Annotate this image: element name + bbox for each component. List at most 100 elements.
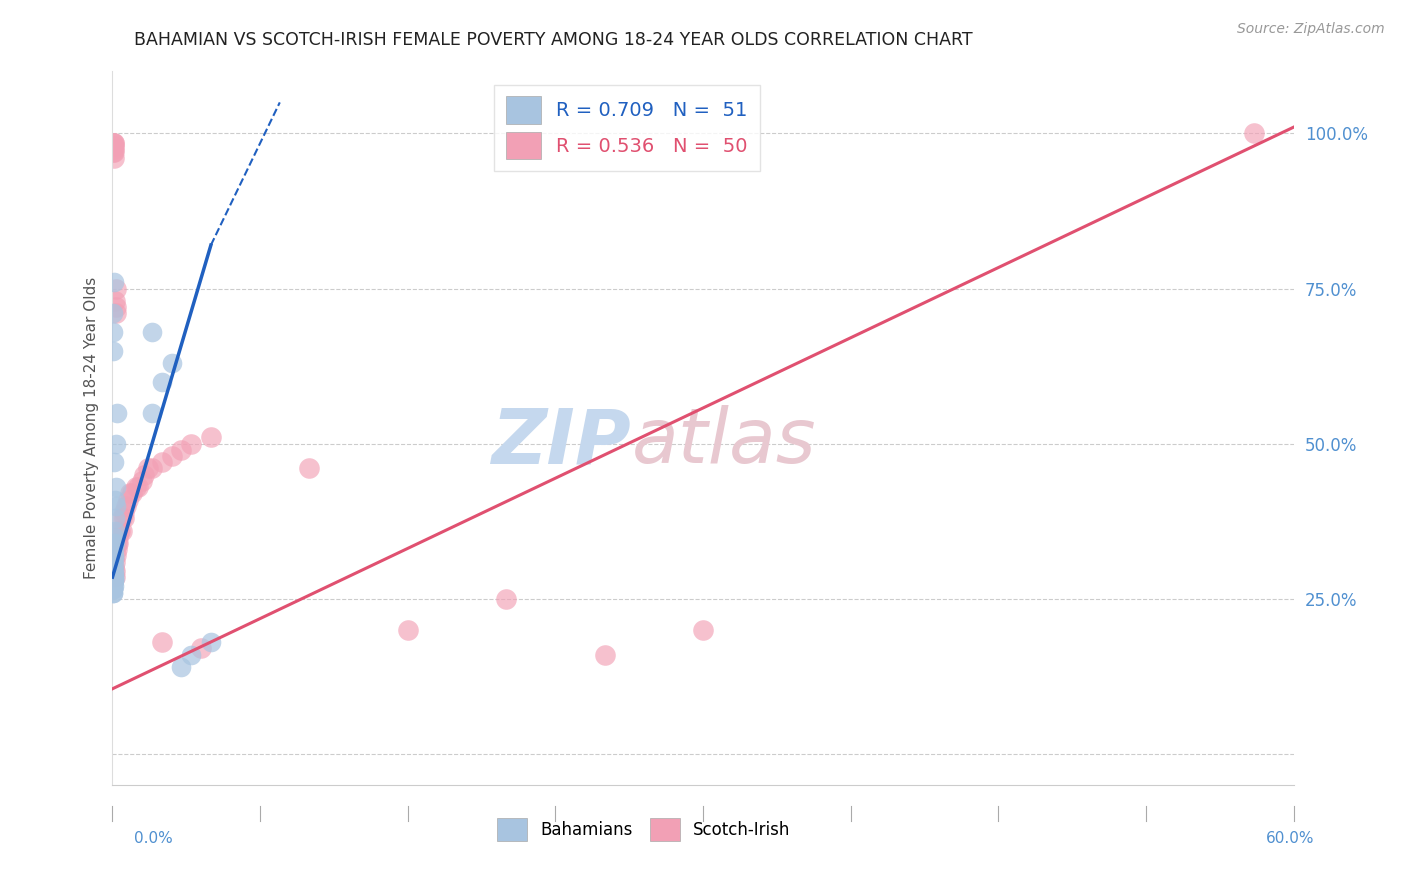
Point: [107, 536, 129, 550]
Point: [170, 442, 193, 457]
Point: [103, 145, 125, 159]
Point: [101, 566, 124, 581]
Point: [103, 570, 125, 584]
Point: [200, 430, 222, 444]
Point: [101, 306, 124, 320]
Point: [103, 570, 125, 584]
Point: [180, 648, 202, 662]
Point: [190, 641, 212, 656]
Point: [103, 145, 125, 159]
Point: [141, 461, 163, 475]
Point: [103, 579, 125, 593]
Point: [103, 576, 125, 591]
Point: [104, 293, 127, 308]
Point: [103, 549, 125, 563]
Point: [131, 474, 153, 488]
Point: [104, 492, 127, 507]
Point: [103, 555, 125, 569]
Point: [105, 281, 128, 295]
Text: 0.0%: 0.0%: [134, 831, 173, 846]
Point: [180, 436, 202, 450]
Point: [103, 138, 125, 153]
Point: [103, 573, 125, 587]
Point: [101, 582, 124, 597]
Point: [103, 576, 125, 591]
Point: [132, 467, 155, 482]
Point: [103, 558, 125, 572]
Point: [170, 660, 193, 674]
Point: [103, 136, 125, 150]
Point: [495, 591, 517, 606]
Point: [1243, 127, 1265, 141]
Point: [103, 573, 125, 587]
Point: [200, 635, 222, 649]
Point: [108, 524, 131, 538]
Point: [150, 635, 173, 649]
Point: [103, 582, 125, 597]
Point: [103, 151, 125, 165]
Point: [396, 623, 419, 637]
Point: [104, 524, 127, 538]
Point: [105, 549, 128, 563]
Point: [101, 585, 124, 599]
Point: [103, 564, 125, 578]
Point: [103, 343, 125, 358]
Point: [103, 276, 125, 290]
Text: 60.0%: 60.0%: [1267, 831, 1315, 846]
Point: [103, 136, 125, 150]
Point: [160, 449, 183, 463]
Legend: Bahamians, Scotch-Irish: Bahamians, Scotch-Irish: [491, 811, 797, 848]
Point: [103, 573, 125, 587]
Point: [103, 573, 125, 587]
Point: [101, 564, 124, 578]
Point: [103, 579, 125, 593]
Point: [101, 570, 124, 584]
Point: [103, 570, 125, 584]
Point: [103, 530, 125, 544]
Point: [104, 436, 127, 450]
Point: [103, 136, 125, 150]
Point: [117, 492, 139, 507]
Point: [150, 375, 173, 389]
Point: [103, 142, 125, 156]
Point: [105, 499, 128, 513]
Y-axis label: Female Poverty Among 18-24 Year Olds: Female Poverty Among 18-24 Year Olds: [83, 277, 98, 579]
Point: [141, 406, 163, 420]
Point: [104, 511, 127, 525]
Point: [103, 536, 125, 550]
Point: [692, 623, 714, 637]
Point: [105, 480, 128, 494]
Point: [103, 325, 125, 339]
Point: [107, 530, 129, 544]
Point: [121, 486, 143, 500]
Point: [298, 461, 321, 475]
Point: [112, 511, 135, 525]
Point: [104, 555, 127, 569]
Point: [104, 536, 127, 550]
Point: [111, 524, 134, 538]
Point: [103, 566, 125, 581]
Point: [103, 542, 125, 557]
Point: [104, 306, 127, 320]
Point: [101, 579, 124, 593]
Point: [112, 505, 135, 519]
Text: atlas: atlas: [633, 406, 817, 479]
Point: [110, 524, 132, 538]
Point: [105, 300, 128, 314]
Point: [150, 455, 173, 469]
Point: [120, 486, 142, 500]
Point: [115, 499, 138, 513]
Point: [103, 455, 125, 469]
Point: [107, 536, 129, 550]
Point: [593, 648, 616, 662]
Point: [141, 325, 163, 339]
Point: [103, 561, 125, 575]
Point: [160, 356, 183, 370]
Point: [101, 582, 124, 597]
Point: [101, 585, 124, 599]
Point: [103, 570, 125, 584]
Point: [111, 511, 134, 525]
Point: [136, 461, 159, 475]
Point: [107, 406, 129, 420]
Point: [104, 570, 127, 584]
